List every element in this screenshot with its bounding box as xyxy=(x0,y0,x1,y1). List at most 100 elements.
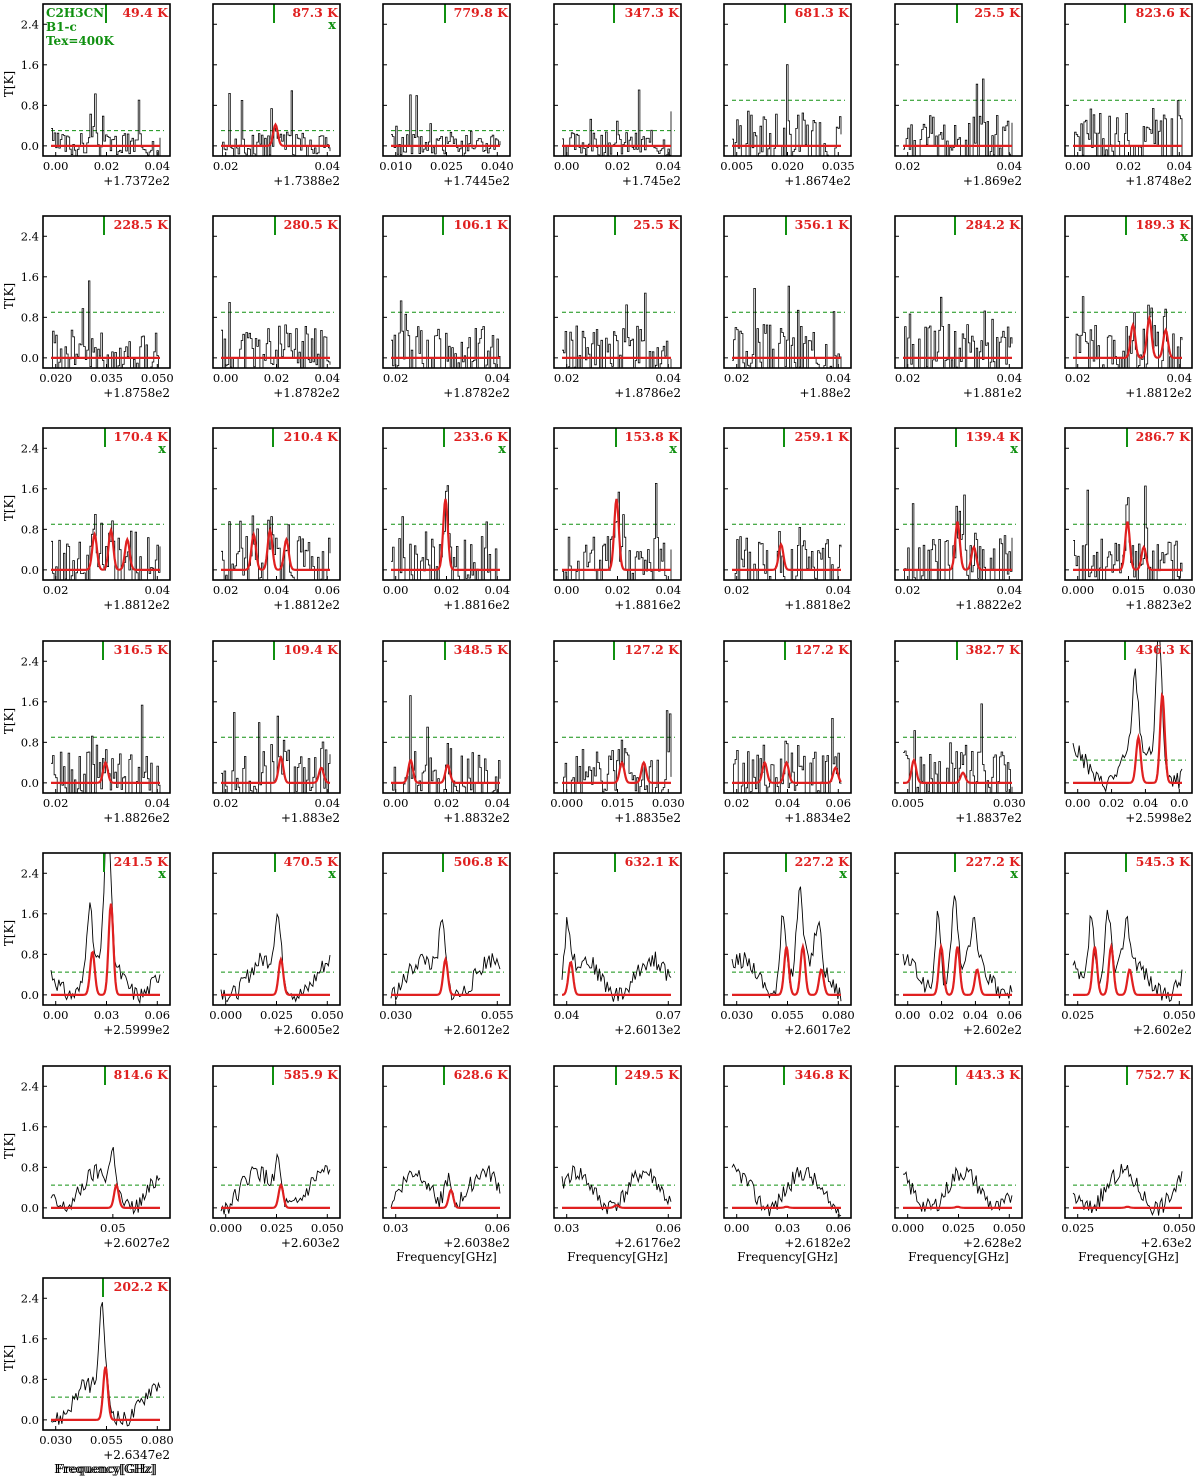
upper-energy-label: 202.2 K xyxy=(114,1279,169,1294)
x-tick-label: 0.04 xyxy=(655,583,681,597)
plot-area xyxy=(51,704,164,793)
spectrum-panel: 233.6 Kx 0.00 0.02 0.04+1.8816e2 xyxy=(382,427,511,612)
panel-frame xyxy=(42,640,171,794)
x-tick-label: 0.04 xyxy=(144,583,170,597)
panel-frame xyxy=(212,1065,341,1219)
spectrum-panel: 316.5 K 0.0 0.8 1.6 2.4 T[K] 0.02 0.04+1.8826e2 xyxy=(2,640,171,825)
plot-area xyxy=(903,494,1016,580)
plot-area xyxy=(390,918,504,1002)
upper-energy-label: 106.1 K xyxy=(454,217,509,232)
spectrum-panel: 506.8 K 0.030 0.055+2.6012e2 xyxy=(379,852,514,1037)
y-tick-label: 2.4 xyxy=(21,229,39,243)
x-tick-label: 0.02 xyxy=(724,371,750,385)
y-tick-label: 0.0 xyxy=(21,139,39,153)
upper-energy-label: 752.7 K xyxy=(1136,1067,1191,1082)
plot-area xyxy=(903,296,1016,368)
x-tick-label: 0.04 xyxy=(825,371,851,385)
x-tick-label: 0.025 xyxy=(260,1008,293,1022)
x-offset-label: +1.8782e2 xyxy=(273,386,340,400)
y-axis-label: T[K] xyxy=(2,71,16,97)
plot-area xyxy=(562,89,675,156)
model-spectrum xyxy=(1073,942,1182,996)
spectrum-panel: 189.3 Kx 0.02 0.04+1.8812e2 xyxy=(1064,215,1193,400)
observed-spectrum xyxy=(1075,296,1183,368)
x-tick-label: 0.04 xyxy=(655,159,681,173)
plot-area xyxy=(1073,99,1186,156)
observed-spectrum xyxy=(732,285,842,368)
x-offset-label: +1.88e2 xyxy=(799,386,851,400)
upper-energy-label: 316.5 K xyxy=(114,642,169,657)
x-tick-label: 0.06 xyxy=(825,1221,851,1235)
spectrum-panel: 284.2 K 0.02 0.04+1.881e2 xyxy=(894,215,1023,400)
observed-spectrum xyxy=(734,527,842,580)
plot-area xyxy=(1073,296,1186,368)
model-spectrum xyxy=(51,526,160,571)
plot-area xyxy=(1072,1163,1186,1217)
observed-spectrum xyxy=(904,494,1013,580)
x-tick-label: 0.03 xyxy=(775,1221,801,1235)
x-tick-label: 0.055 xyxy=(771,1008,804,1022)
panel-frame xyxy=(382,1065,511,1219)
spectrum-panel: 153.8 Kx 0.00 0.02 0.04+1.8816e2 xyxy=(553,427,682,612)
x-tick-label: 0.02 xyxy=(1116,159,1142,173)
panel-frame xyxy=(212,427,341,581)
x-offset-label: +1.881e2 xyxy=(963,386,1022,400)
x-tick-label: 0.030 xyxy=(39,1433,72,1447)
x-tick-label: 0.06 xyxy=(484,1221,510,1235)
y-tick-label: 2.4 xyxy=(21,866,39,880)
y-tick-label: 2.4 xyxy=(21,654,39,668)
plot-area xyxy=(903,1166,1016,1212)
spectrum-panel: 227.2 Kx 0.030 0.055 0.080+2.6017e2 xyxy=(720,852,855,1037)
upper-energy-label: 25.5 K xyxy=(974,5,1021,20)
observed-spectrum xyxy=(220,1152,331,1215)
x-offset-label: +1.8822e2 xyxy=(955,598,1022,612)
upper-energy-label: 382.7 K xyxy=(966,642,1021,657)
model-spectrum xyxy=(221,755,331,784)
model-spectrum xyxy=(221,1182,330,1209)
spectrum-panel: 109.4 K 0.02 0.04+1.883e2 xyxy=(212,640,341,825)
y-tick-label: 1.6 xyxy=(21,1332,39,1346)
panel-frame xyxy=(553,215,682,369)
model-spectrum xyxy=(562,498,671,571)
y-tick-label: 0.0 xyxy=(21,563,39,577)
x-tick-label: 0.000 xyxy=(209,1008,242,1022)
x-tick-label: 0.00 xyxy=(383,583,409,597)
x-tick-label: 0.04 xyxy=(655,371,681,385)
x-tick-label: 0.050 xyxy=(311,1221,344,1235)
spectrum-panel: 779.8 K 0.010 0.025 0.040+1.7445e2 xyxy=(379,3,514,188)
panel-frame xyxy=(1064,852,1193,1006)
y-axis-label: T[K] xyxy=(2,708,16,734)
x-tick-label: 0.050 xyxy=(311,1008,344,1022)
x-tick-label: 0.02 xyxy=(434,583,460,597)
x-tick-label: 0.00 xyxy=(383,796,409,810)
x-axis-label: Frequency[GHz] xyxy=(737,1250,838,1264)
upper-energy-label: 628.6 K xyxy=(454,1067,509,1082)
x-tick-label: 0.020 xyxy=(39,371,72,385)
x-tick-label: 0.06 xyxy=(314,583,340,597)
blend-flag: x xyxy=(1010,442,1018,457)
x-tick-label: 0.050 xyxy=(141,371,174,385)
spectrum-panel: 681.3 K 0.005 0.020 0.035+1.8674e2 xyxy=(720,3,855,188)
x-tick-label: 0.02 xyxy=(213,796,239,810)
y-tick-label: 2.4 xyxy=(21,1291,39,1305)
x-tick-label: 0.04 xyxy=(554,1008,580,1022)
x-tick-label: 0.02 xyxy=(929,1008,955,1022)
x-tick-label: 0.02 xyxy=(724,583,750,597)
spectrum-panel: 259.1 K 0.02 0.04+1.8818e2 xyxy=(723,427,852,612)
blend-flag: x xyxy=(1010,867,1018,882)
x-offset-label: +2.6017e2 xyxy=(784,1023,851,1037)
x-tick-label: 0.030 xyxy=(652,796,685,810)
y-tick-label: 1.6 xyxy=(21,482,39,496)
model-spectrum xyxy=(1073,314,1182,359)
plot-area xyxy=(561,917,675,1002)
y-tick-label: 0.8 xyxy=(21,1160,39,1174)
model-spectrum xyxy=(562,960,671,996)
x-tick-label: 0.025 xyxy=(1061,1221,1094,1235)
panel-frame xyxy=(382,3,511,157)
observed-spectrum xyxy=(733,718,842,793)
x-tick-label: 0.04 xyxy=(996,583,1022,597)
observed-spectrum xyxy=(390,1165,501,1209)
